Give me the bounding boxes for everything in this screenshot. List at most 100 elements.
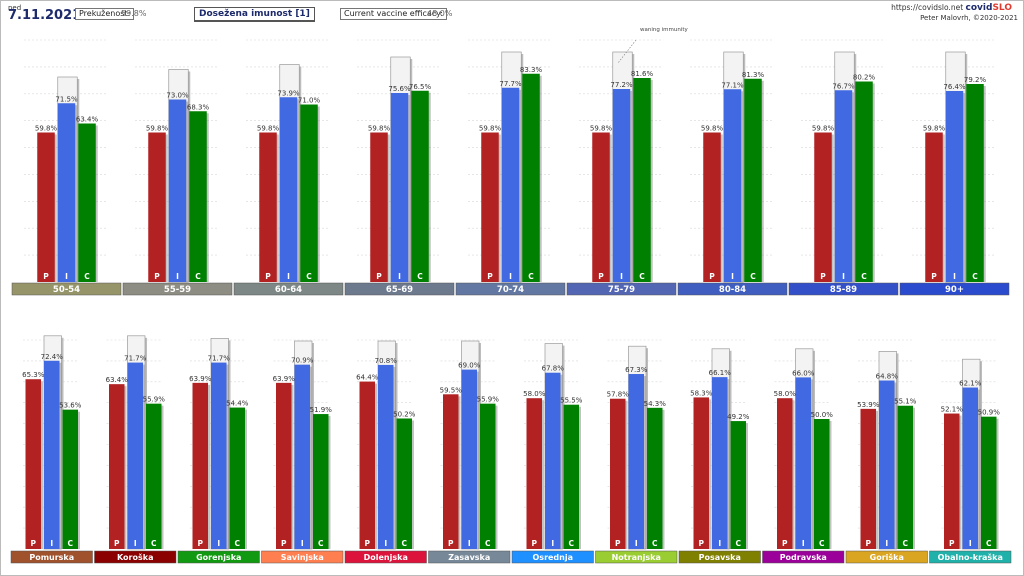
series-letter: P [949,539,955,548]
site-url[interactable]: https://covidslo.net covidSLO [891,3,1012,13]
series-letter: C [306,272,312,281]
bar-c-60-64 [300,104,318,282]
data-label: 71.5% [55,95,78,103]
series-letter: P [699,539,705,548]
bar-c-70-74 [522,73,540,282]
bar-i-85-89 [834,90,853,282]
data-label: 49.2% [727,413,750,421]
bar-p-posavska [693,397,709,549]
day-label: ned [8,4,22,12]
series-letter: P [281,539,287,548]
series-letter: I [50,539,53,548]
data-label: 59.8% [479,125,502,133]
series-letter: P [31,539,37,548]
category-label: 65-69 [386,285,413,295]
category-label: Goriška [870,552,904,562]
data-label: 51.9% [310,406,333,414]
category-label-box [566,282,677,296]
bar-p-zasavska [443,394,459,549]
data-label: 59.8% [146,125,169,133]
category-label: Osrednja [533,553,574,562]
bar-i-zasavska [461,369,477,549]
series-letter: I [384,539,387,548]
series-letter: P [866,539,872,548]
category-label: Gorenjska [196,553,241,562]
category-label-box [677,282,788,296]
data-label: 62.1% [959,380,982,388]
bar-p-80-84 [703,132,721,282]
data-label: 59.8% [368,125,391,133]
data-label: 59.8% [701,125,724,133]
bar-i-goriška [879,380,895,549]
series-letter: I [969,539,972,548]
prekuzenost-value: 59.8% [121,9,147,18]
bar-p-obalno-kraška [944,413,960,549]
bar-c-posavska [730,421,746,549]
series-letter: C [67,539,73,548]
bar-c-pomurska [62,409,78,549]
series-letter: I [635,539,638,548]
data-label: 50.0% [811,411,834,419]
bar-p-podravska [777,398,793,549]
category-label-box [261,550,344,564]
author-credit: Peter Malovrh, ©2020-2021 [920,14,1018,22]
bar-i-pomurska [44,360,60,549]
data-label: 72.4% [41,353,64,361]
bar-c-dolenjska [396,418,412,549]
bar-c-75-79 [633,78,651,282]
waning-note-pointer [617,39,637,64]
bar-p-70-74 [481,132,499,282]
bar-c-obalno-kraška [981,416,997,549]
series-letter: P [487,272,493,281]
bar-c-notranjska [647,407,663,549]
series-letter: P [598,272,604,281]
bar-c-gorenjska [229,407,245,549]
category-label: 80-84 [719,285,746,295]
category-label: Obalno-kraška [938,552,1003,562]
category-label: 85-89 [830,285,857,295]
url-text[interactable]: https://covidslo.net [891,3,964,12]
category-label-box [678,550,761,564]
data-label: 52.1% [941,406,964,414]
category-label-box [428,550,511,564]
bar-p-90+ [925,132,943,282]
data-label: 64.8% [876,373,899,381]
bar-p-gorenjska [192,382,208,549]
data-label: 64.4% [356,374,379,382]
bar-p-75-79 [592,132,610,282]
bar-i-dolenjska [378,364,394,549]
bar-c-90+ [966,84,984,282]
category-label-box [11,282,122,296]
series-letter: P [709,272,715,281]
series-letter: C [750,272,756,281]
series-letter: C [195,272,201,281]
bar-p-50-54 [37,132,55,282]
bar-p-notranjska [610,398,626,549]
data-label: 55.9% [143,396,166,404]
bar-p-goriška [860,408,876,549]
bar-i-50-54 [57,103,76,282]
series-letter: C [151,539,157,548]
data-label: 59.8% [590,125,613,133]
series-letter: C [417,272,423,281]
bar-c-80-84 [744,78,762,282]
data-label: 67.3% [625,366,648,374]
data-label: 70.8% [375,357,398,365]
series-letter: C [902,539,908,548]
bar-p-dolenjska [359,381,375,549]
category-label: Savinjska [281,553,324,562]
series-letter: C [568,539,574,548]
category-label: 60-64 [275,285,302,295]
bar-p-koroška [109,384,125,549]
data-label: 76.5% [409,83,432,91]
series-letter: I [287,272,290,281]
series-letter: I [885,539,888,548]
data-label: 54.4% [226,400,249,408]
bar-i-notranjska [628,374,644,549]
category-label: 70-74 [497,285,524,295]
bar-p-60-64 [259,132,277,282]
series-letter: C [528,272,534,281]
series-letter: P [820,272,826,281]
bar-c-savinjska [313,414,329,549]
